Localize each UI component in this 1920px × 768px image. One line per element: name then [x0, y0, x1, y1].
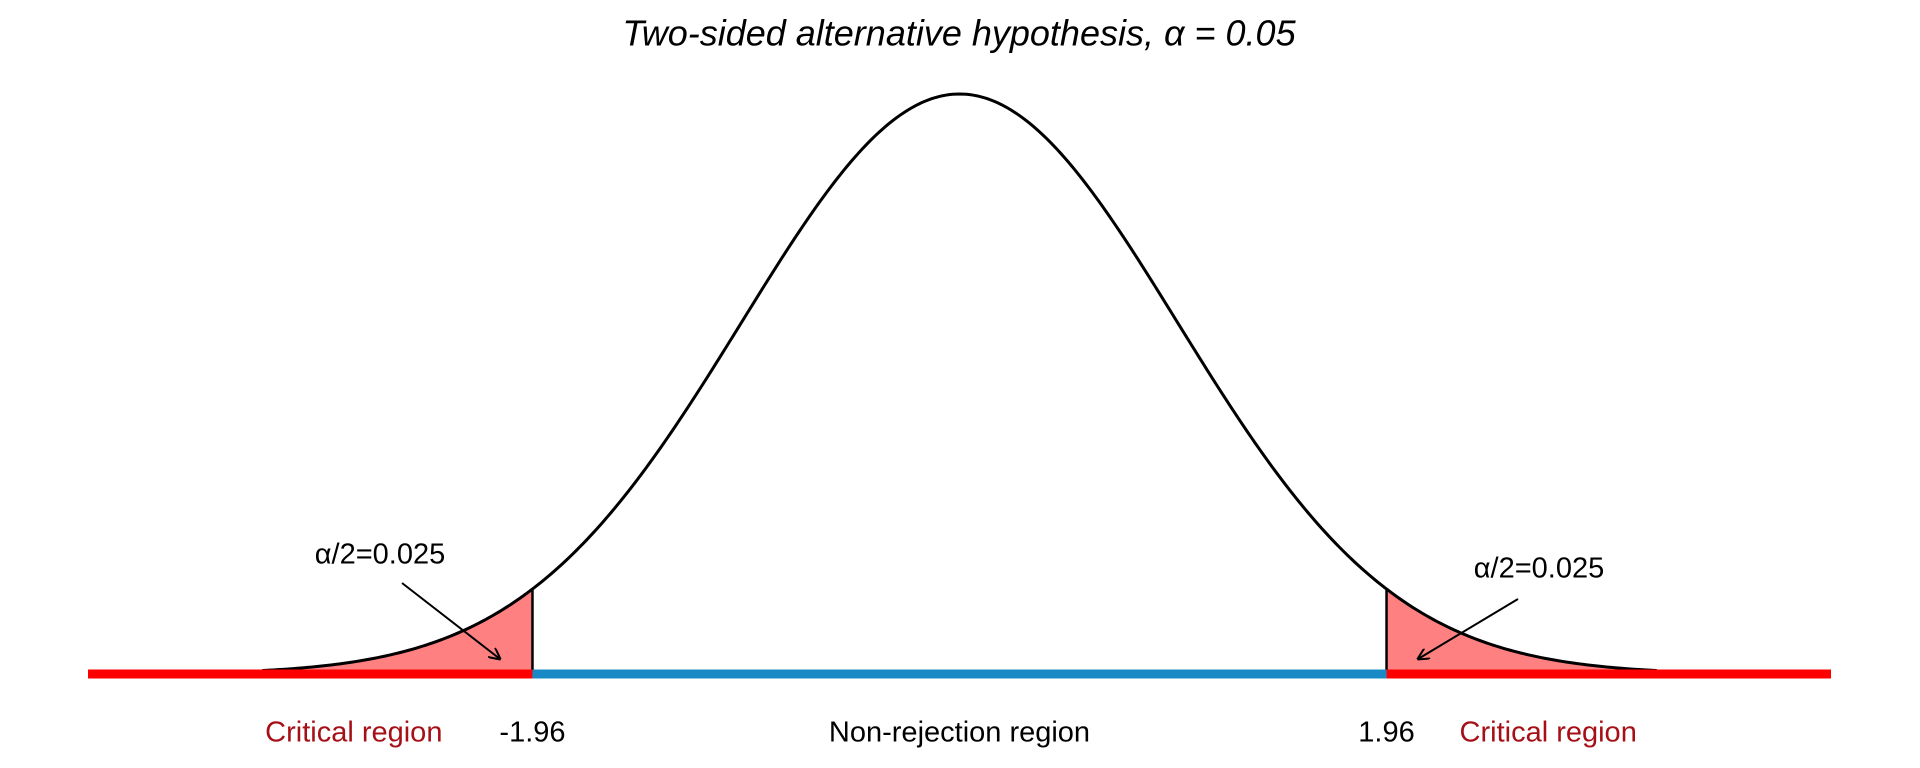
annotation-arrow — [1418, 598, 1519, 659]
region-label: Non-rejection region — [829, 717, 1090, 749]
x-tick-label: -1.96 — [499, 717, 565, 749]
region-label: Critical region — [265, 717, 442, 749]
chart-title: Two-sided alternative hypothesis, α = 0.… — [622, 13, 1296, 54]
annotation: α/2=0.025 — [1474, 553, 1604, 585]
annotation: α/2=0.025 — [315, 539, 445, 571]
region-label: Critical region — [1460, 717, 1637, 749]
annotation-arrow — [401, 582, 500, 659]
critical-area — [88, 589, 533, 674]
x-tick-label: 1.96 — [1358, 717, 1414, 749]
density-curve — [262, 92, 1657, 673]
critical-area — [1386, 589, 1831, 674]
